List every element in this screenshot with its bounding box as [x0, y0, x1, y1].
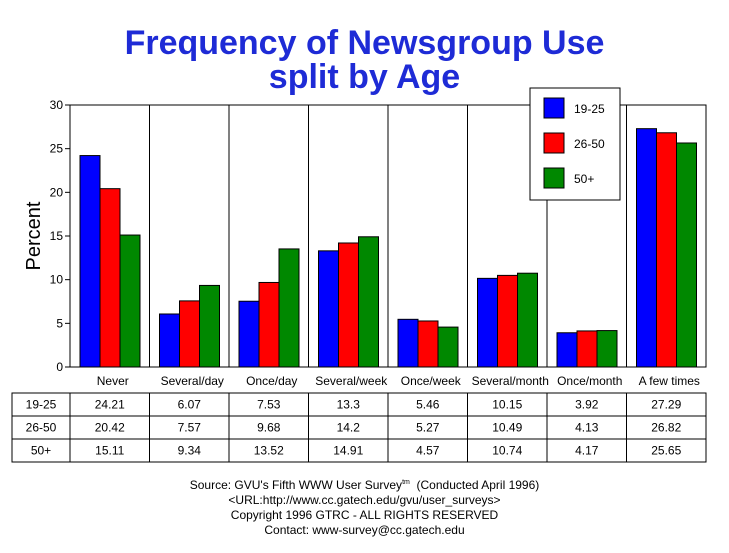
chart-title: Frequency of Newsgroup Use [124, 24, 605, 62]
table-cell: 7.57 [178, 421, 202, 435]
y-tick-label: 30 [50, 98, 64, 112]
y-tick-label: 10 [50, 273, 64, 287]
table-cell: 13.52 [254, 444, 284, 458]
y-tick-label: 15 [50, 229, 64, 243]
legend-label: 26-50 [574, 137, 605, 151]
bar [199, 284, 220, 368]
table-cell: 3.92 [575, 398, 599, 412]
table-cell: 15.11 [95, 444, 124, 458]
bar [99, 188, 121, 368]
chart-subtitle: split by Age [268, 58, 461, 96]
table-row-label: 19-25 [26, 398, 57, 412]
table-cell: 9.34 [178, 444, 202, 458]
table-cell: 6.07 [178, 398, 202, 412]
bar [159, 313, 180, 368]
bar [497, 274, 518, 368]
chart-footer: Source: GVU's Fifth WWW User Surveytm (C… [0, 475, 729, 538]
table-cell: 25.65 [651, 444, 681, 458]
source-superscript: tm [402, 479, 410, 486]
legend-swatch [543, 97, 565, 119]
y-tick-label: 25 [50, 142, 64, 156]
bar [596, 330, 618, 368]
source-text: Source: GVU's Fifth WWW User Survey [189, 478, 403, 492]
table-cell: 26.82 [651, 421, 681, 435]
table-row-label: 50+ [31, 444, 51, 458]
table-cell: 13.3 [337, 398, 361, 412]
legend-swatch [543, 167, 565, 189]
y-axis-label: Percent [23, 201, 45, 270]
bar [318, 250, 339, 368]
table-cell: 24.21 [95, 398, 125, 412]
x-tick-label: Once/month [557, 374, 622, 388]
bar [119, 234, 141, 368]
x-tick-label: Once/day [246, 374, 297, 388]
table-cell: 9.68 [257, 421, 281, 435]
bar [79, 155, 101, 368]
table-cell: 5.46 [416, 398, 440, 412]
conducted-text: (Conducted April 1996) [416, 478, 540, 492]
bar [676, 142, 697, 368]
bar [477, 277, 498, 368]
table-cell: 10.49 [492, 421, 522, 435]
y-tick-label: 20 [50, 185, 64, 199]
url-line: <URL:http://www.cc.gatech.edu/gvu/user_s… [228, 493, 501, 507]
bar [278, 248, 300, 368]
x-tick-label: Once/week [401, 374, 462, 388]
legend-label: 50+ [574, 172, 594, 186]
bar [358, 236, 379, 368]
source-line: Source: GVU's Fifth WWW User Surveytm (C… [0, 475, 729, 493]
x-tick-label: Several/day [161, 374, 224, 388]
bar [397, 318, 419, 368]
y-tick-label: 5 [56, 316, 63, 330]
table-cell: 4.13 [575, 421, 599, 435]
table-cell: 27.29 [651, 398, 681, 412]
bar [338, 242, 359, 368]
table-cell: 10.74 [492, 444, 522, 458]
legend-label: 19-25 [574, 102, 605, 116]
x-tick-label: Several/month [472, 374, 549, 388]
bar [636, 128, 657, 368]
x-tick-label: A few times [639, 374, 700, 388]
table-cell: 4.57 [416, 444, 440, 458]
table-row-label: 26-50 [26, 421, 57, 435]
table-frame [11, 392, 707, 463]
table-cell: 5.27 [416, 421, 440, 435]
bar [556, 332, 578, 368]
bar [437, 326, 459, 368]
copyright-line: Copyright 1996 GTRC - ALL RIGHTS RESERVE… [230, 508, 499, 522]
y-tick-label: 0 [56, 360, 63, 374]
chart-title-block: Frequency of Newsgroup Use split by Age [0, 26, 729, 94]
x-tick-label: Never [97, 374, 129, 388]
table-cell: 10.15 [492, 398, 522, 412]
table-cell: 20.42 [95, 421, 125, 435]
bar [179, 300, 200, 368]
bar [517, 272, 538, 368]
bar [656, 132, 677, 368]
table-cell: 14.2 [337, 421, 361, 435]
table-cell: 7.53 [257, 398, 281, 412]
bar [576, 330, 598, 368]
bar [258, 281, 280, 368]
bar [238, 300, 260, 368]
x-tick-label: Several/week [315, 374, 388, 388]
legend-swatch [543, 132, 565, 154]
table-cell: 4.17 [575, 444, 599, 458]
contact-line: Contact: www-survey@cc.gatech.edu [264, 523, 465, 537]
table-cell: 14.91 [333, 444, 363, 458]
bar [417, 320, 439, 368]
